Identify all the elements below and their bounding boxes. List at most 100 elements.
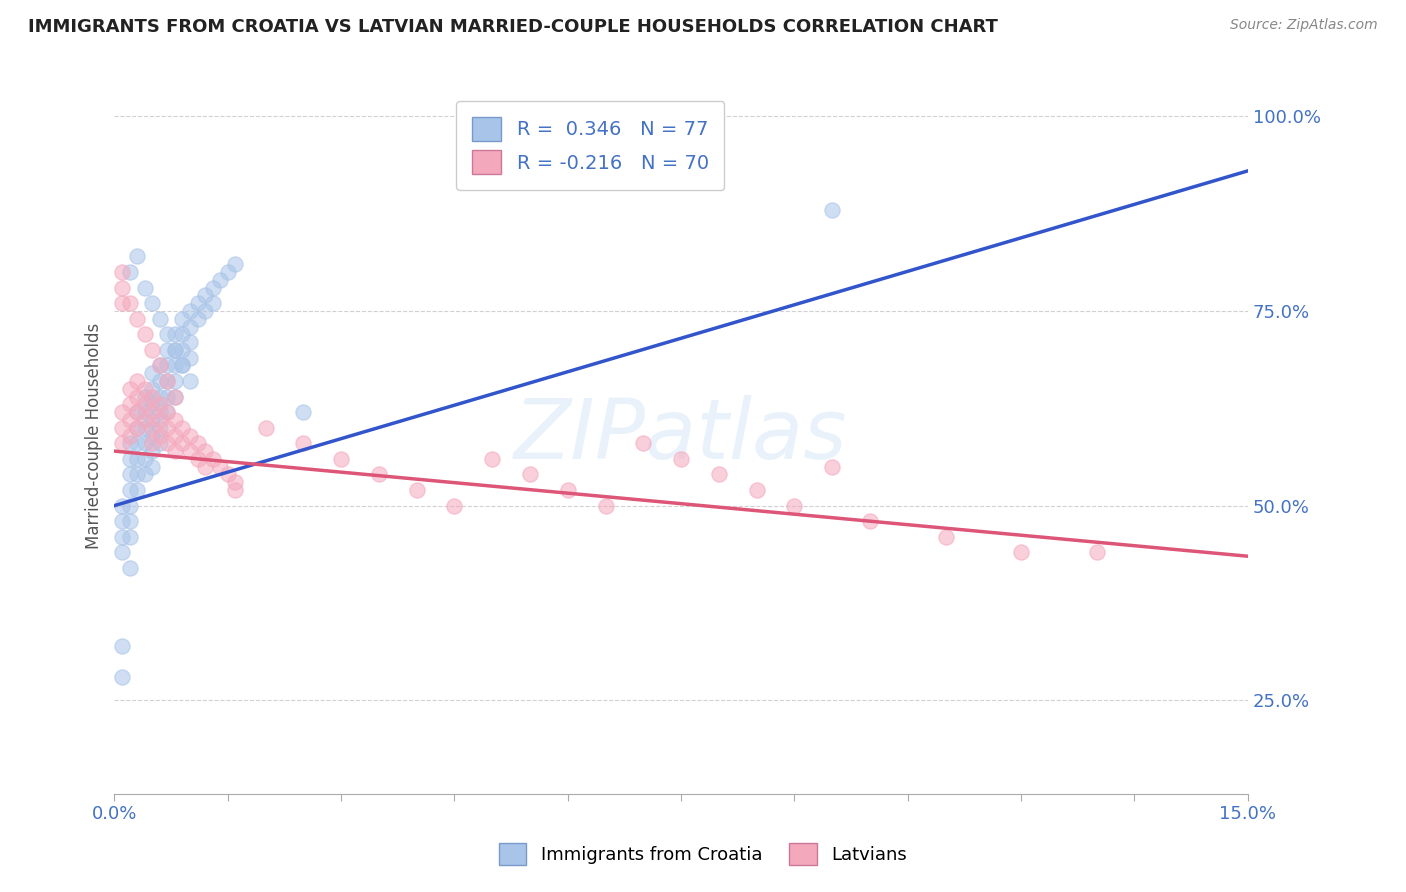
- Point: [186, 311, 208, 326]
- Point: [149, 413, 172, 427]
- Point: [141, 413, 163, 427]
- Point: [111, 280, 134, 294]
- Point: [186, 436, 208, 450]
- Point: [194, 288, 217, 302]
- Point: [595, 499, 617, 513]
- Point: [201, 451, 224, 466]
- Point: [935, 530, 957, 544]
- Point: [111, 530, 134, 544]
- Point: [111, 405, 134, 419]
- Point: [149, 390, 172, 404]
- Point: [149, 359, 172, 373]
- Point: [163, 390, 186, 404]
- Point: [519, 467, 541, 482]
- Point: [149, 405, 172, 419]
- Point: [194, 444, 217, 458]
- Point: [125, 405, 148, 419]
- Point: [179, 444, 201, 458]
- Point: [118, 467, 141, 482]
- Point: [745, 483, 768, 497]
- Point: [125, 390, 148, 404]
- Point: [118, 530, 141, 544]
- Point: [179, 319, 201, 334]
- Point: [141, 459, 163, 474]
- Point: [156, 390, 179, 404]
- Point: [1085, 545, 1108, 559]
- Point: [134, 382, 156, 396]
- Point: [149, 428, 172, 442]
- Point: [141, 397, 163, 411]
- Point: [141, 390, 163, 404]
- Point: [163, 444, 186, 458]
- Point: [134, 467, 156, 482]
- Point: [163, 390, 186, 404]
- Point: [156, 359, 179, 373]
- Point: [179, 428, 201, 442]
- Point: [156, 421, 179, 435]
- Point: [141, 366, 163, 380]
- Point: [557, 483, 579, 497]
- Point: [141, 405, 163, 419]
- Text: Source: ZipAtlas.com: Source: ZipAtlas.com: [1230, 18, 1378, 32]
- Point: [172, 359, 194, 373]
- Point: [149, 374, 172, 388]
- Point: [330, 451, 353, 466]
- Point: [118, 413, 141, 427]
- Point: [163, 374, 186, 388]
- Point: [111, 499, 134, 513]
- Point: [163, 327, 186, 342]
- Point: [163, 343, 186, 357]
- Point: [149, 311, 172, 326]
- Point: [118, 428, 141, 442]
- Point: [172, 359, 194, 373]
- Point: [821, 459, 844, 474]
- Point: [111, 670, 134, 684]
- Point: [156, 405, 179, 419]
- Point: [118, 296, 141, 310]
- Point: [194, 304, 217, 318]
- Point: [125, 467, 148, 482]
- Point: [292, 436, 315, 450]
- Point: [179, 374, 201, 388]
- Point: [134, 390, 156, 404]
- Point: [201, 280, 224, 294]
- Point: [125, 421, 148, 435]
- Point: [179, 304, 201, 318]
- Point: [194, 459, 217, 474]
- Point: [141, 343, 163, 357]
- Point: [156, 405, 179, 419]
- Point: [179, 335, 201, 350]
- Point: [134, 413, 156, 427]
- Point: [405, 483, 427, 497]
- Point: [125, 250, 148, 264]
- Point: [111, 436, 134, 450]
- Point: [125, 311, 148, 326]
- Point: [125, 405, 148, 419]
- Point: [125, 374, 148, 388]
- Point: [149, 421, 172, 435]
- Point: [125, 421, 148, 435]
- Point: [224, 475, 246, 490]
- Point: [141, 421, 163, 435]
- Point: [209, 273, 232, 287]
- Point: [125, 436, 148, 450]
- Point: [201, 296, 224, 310]
- Point: [118, 514, 141, 528]
- Point: [141, 428, 163, 442]
- Point: [669, 451, 692, 466]
- Point: [118, 382, 141, 396]
- Point: [163, 428, 186, 442]
- Point: [141, 382, 163, 396]
- Point: [134, 405, 156, 419]
- Point: [1010, 545, 1032, 559]
- Point: [859, 514, 882, 528]
- Point: [163, 413, 186, 427]
- Point: [633, 436, 655, 450]
- Point: [783, 499, 806, 513]
- Point: [125, 451, 148, 466]
- Point: [111, 639, 134, 653]
- Point: [118, 561, 141, 575]
- Point: [172, 436, 194, 450]
- Point: [163, 359, 186, 373]
- Point: [134, 451, 156, 466]
